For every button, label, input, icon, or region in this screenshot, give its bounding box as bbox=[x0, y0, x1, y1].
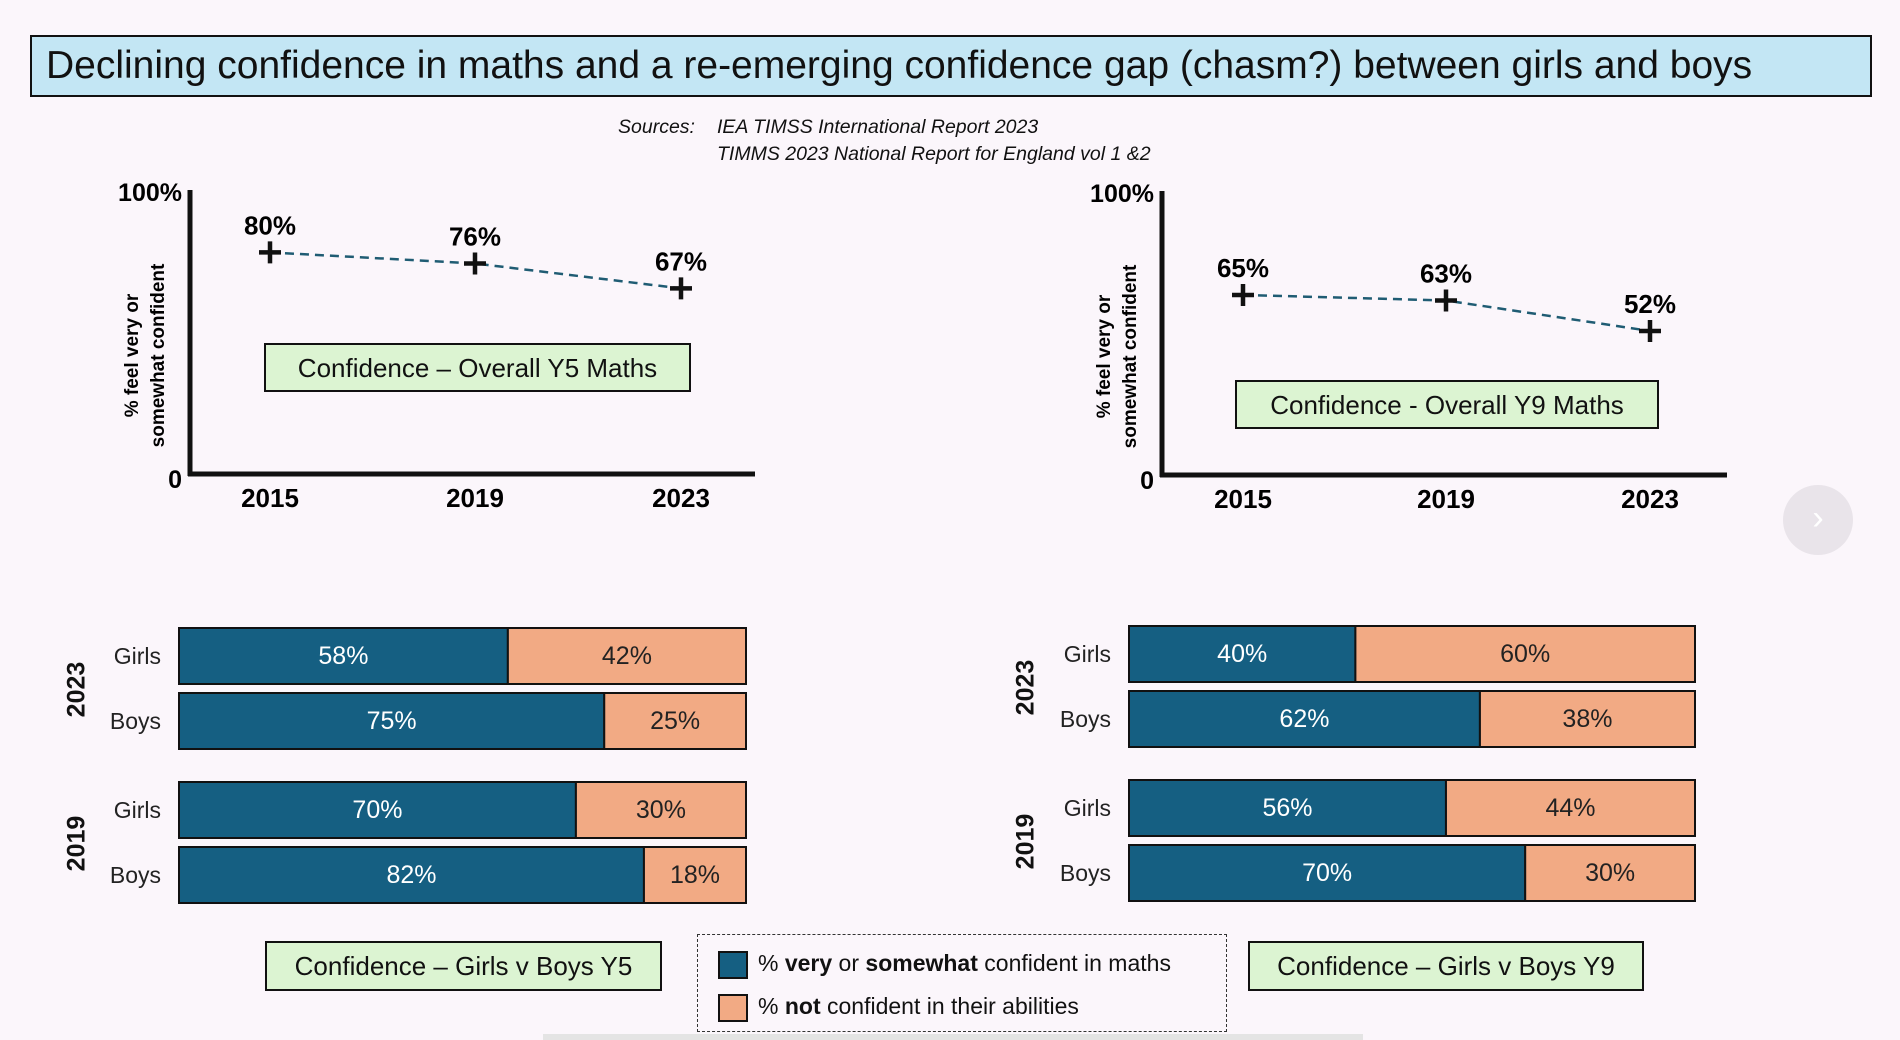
y9-bars-2023-girls-not-confident-bar bbox=[1354, 625, 1697, 683]
y9-bars-year-label-2019: 2019 bbox=[1011, 813, 1040, 869]
y9-line-ylabel-line2: somewhat confident bbox=[1120, 264, 1141, 448]
sources-note: Sources: IEA TIMSS International Report 2… bbox=[618, 114, 1151, 168]
y5-bars-2023-girls-not-confident-bar bbox=[506, 627, 747, 685]
legend-swatch-not-confident bbox=[718, 993, 748, 1022]
y5-bars-2019-girls-not-confident-bar bbox=[574, 781, 748, 839]
y9-bars-2023-boys-confident-bar bbox=[1128, 690, 1481, 748]
source-line-1: IEA TIMSS International Report 2023 bbox=[717, 116, 1039, 138]
y5-line-xtick-2023: 2023 bbox=[652, 483, 710, 513]
legend-item-not-confident: % not confident in their abilities bbox=[718, 990, 1079, 1022]
legend-swatch-confident bbox=[718, 950, 748, 979]
y9-bars-2023-boys-confident-label: 62% bbox=[1279, 705, 1330, 733]
y5-bars-2019-boys-category-label: Boys bbox=[109, 862, 161, 888]
y5-line-xtick-2019: 2019 bbox=[446, 483, 504, 513]
y5-line-point-2023 bbox=[670, 277, 692, 300]
y9-bars-2023-boys-not-confident-bar bbox=[1478, 690, 1697, 748]
y5-bars-2023-girls-category-label: Girls bbox=[113, 643, 161, 669]
chart-title-overall-y5: Confidence – Overall Y5 Maths bbox=[264, 343, 691, 392]
y5-bars-2023-girls-not-confident-label: 42% bbox=[601, 642, 652, 670]
y9-bars-2019-boys-not-confident-bar bbox=[1524, 844, 1696, 902]
y5-line-ylabel-line2: somewhat confident bbox=[148, 263, 169, 447]
y5-bars-2019-girls-category-label: Girls bbox=[113, 797, 161, 823]
y9-bars-2019-girls-category-label: Girls bbox=[1063, 795, 1111, 821]
y9-line-point-2023 bbox=[1639, 319, 1661, 342]
y9-line-xtick-2023: 2023 bbox=[1621, 484, 1679, 514]
chart-title-girls-boys-y9: Confidence – Girls v Boys Y9 bbox=[1248, 941, 1644, 991]
y9-bars-2019-boys-confident-bar bbox=[1128, 844, 1527, 902]
y5-bars-2019-boys-not-confident-bar bbox=[642, 846, 747, 904]
sources-label: Sources: bbox=[618, 116, 695, 138]
y5-line-ylabel-line1: % feel very or bbox=[122, 293, 143, 417]
y9-line-ytick-0: 0 bbox=[1140, 467, 1154, 495]
y5-line-data-label-2019: 76% bbox=[449, 221, 501, 251]
y5-line-xtick-2015: 2015 bbox=[241, 483, 299, 513]
y5-bars-2019-girls-not-confident-label: 30% bbox=[635, 796, 686, 824]
y9-bars-2019-boys-category-label: Boys bbox=[1059, 860, 1111, 886]
y9-line-xtick-2015: 2015 bbox=[1214, 484, 1272, 514]
y9-bars-2023-girls-category-label: Girls bbox=[1063, 641, 1111, 667]
y9-bars-year-label-2023: 2023 bbox=[1011, 659, 1040, 715]
y9-line-xtick-2019: 2019 bbox=[1417, 484, 1475, 514]
y9-line-ytick-100: 100% bbox=[1090, 180, 1154, 208]
y5-bars-2023-boys-confident-label: 75% bbox=[366, 707, 417, 735]
y5-bars-2023-girls-confident-label: 58% bbox=[318, 642, 369, 670]
y9-bars-2019-girls-not-confident-label: 44% bbox=[1545, 794, 1596, 822]
y5-bars-2023-boys-not-confident-label: 25% bbox=[650, 707, 701, 735]
y5-bars-2019-boys-not-confident-label: 18% bbox=[669, 861, 720, 889]
chart-title-overall-y9: Confidence - Overall Y9 Maths bbox=[1235, 380, 1659, 429]
slide-title: Declining confidence in maths and a re-e… bbox=[30, 35, 1872, 97]
y5-bars-2019-boys-confident-label: 82% bbox=[386, 861, 437, 889]
source-line-2: TIMMS 2023 National Report for England v… bbox=[717, 143, 1151, 165]
y5-line-data-label-2023: 67% bbox=[655, 246, 707, 276]
y9-line-data-label-2023: 52% bbox=[1624, 289, 1676, 319]
y9-line-point-2019 bbox=[1435, 289, 1457, 312]
y5-bars-2023-boys-not-confident-bar bbox=[603, 692, 747, 750]
y5-line-point-2019 bbox=[464, 252, 486, 275]
y5-line-ytick-100: 100% bbox=[118, 179, 182, 207]
legend: % very or somewhat confident in maths % … bbox=[697, 934, 1227, 1032]
y5-bars-2023-boys-category-label: Boys bbox=[109, 708, 161, 734]
y5-bars-2019-girls-confident-label: 70% bbox=[352, 796, 403, 824]
y9-bars-2023-boys-category-label: Boys bbox=[1059, 706, 1111, 732]
y5-bars-2023-girls-confident-bar bbox=[178, 627, 509, 685]
y5-line-series-line bbox=[269, 251, 682, 290]
y9-bars-2023-girls-not-confident-label: 60% bbox=[1500, 640, 1551, 668]
y5-line-point-2015 bbox=[259, 241, 281, 264]
y9-bars-2023-girls-confident-label: 40% bbox=[1217, 640, 1268, 668]
y9-bars-2019-girls-confident-label: 56% bbox=[1262, 794, 1313, 822]
chart-title-girls-boys-y5: Confidence – Girls v Boys Y5 bbox=[265, 941, 662, 991]
y5-bars-year-label-2019: 2019 bbox=[62, 815, 91, 871]
y9-line-data-label-2019: 63% bbox=[1420, 258, 1472, 288]
y5-line-ytick-0: 0 bbox=[168, 466, 182, 494]
y9-bars-2019-boys-not-confident-label: 30% bbox=[1585, 859, 1636, 887]
legend-item-confident: % very or somewhat confident in maths bbox=[718, 947, 1171, 979]
y5-bars-year-label-2023: 2023 bbox=[62, 661, 91, 717]
y9-line-point-2015 bbox=[1232, 283, 1254, 306]
y5-line-data-label-2015: 80% bbox=[244, 210, 296, 240]
y9-bars-2019-boys-confident-label: 70% bbox=[1302, 859, 1353, 887]
y9-line-data-label-2015: 65% bbox=[1217, 253, 1269, 283]
y9-bars-2023-boys-not-confident-label: 38% bbox=[1562, 705, 1613, 733]
y9-bars-2019-girls-not-confident-bar bbox=[1444, 779, 1696, 837]
scroll-strip bbox=[543, 1034, 1363, 1040]
next-slide-button[interactable]: › bbox=[1783, 485, 1853, 555]
y9-bars-2019-girls-confident-bar bbox=[1128, 779, 1447, 837]
y9-line-ylabel-line1: % feel very or bbox=[1094, 294, 1115, 418]
y5-bars-2019-girls-confident-bar bbox=[178, 781, 577, 839]
